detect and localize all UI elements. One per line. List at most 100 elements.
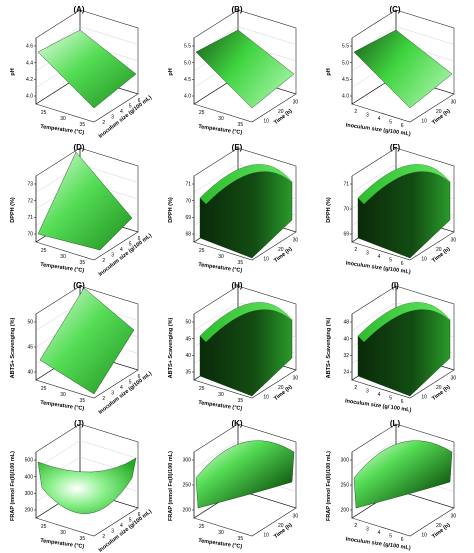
x-tick-label: 25 bbox=[41, 386, 47, 392]
panel-label: (B) bbox=[231, 5, 242, 14]
y-tick-label: 10 bbox=[421, 118, 427, 124]
z-tick-label: 45 bbox=[185, 336, 191, 342]
y-tick-label: 2 bbox=[102, 120, 105, 126]
x-tick-label: 25 bbox=[199, 110, 205, 116]
z-tick-label: 4.5 bbox=[184, 77, 191, 83]
y-tick-label: 20 bbox=[436, 109, 442, 115]
x-tick-label: 3 bbox=[366, 250, 369, 256]
x-tick-label: 4 bbox=[378, 116, 381, 122]
response-surface bbox=[195, 440, 295, 509]
z-tick-label: 200 bbox=[183, 508, 192, 514]
x-tick-label: 35 bbox=[238, 398, 244, 404]
z-tick-label: 50 bbox=[27, 320, 33, 326]
z-axis-title: ABTS+ Scavenging (%) bbox=[326, 318, 332, 379]
x-tick-label: 2 bbox=[354, 247, 357, 253]
y-tick-label: 20 bbox=[436, 247, 442, 253]
z-tick-label: 45 bbox=[27, 345, 33, 351]
x-tick-label: 6 bbox=[401, 261, 404, 267]
z-tick-label: 200 bbox=[341, 508, 350, 514]
z-axis-title: pH bbox=[168, 68, 174, 75]
x-axis-title: Temperature (°C) bbox=[198, 400, 243, 412]
panel-label: (K) bbox=[231, 419, 242, 428]
x-tick-label: 30 bbox=[60, 530, 66, 536]
z-axis-title: DPPH (%) bbox=[10, 197, 16, 223]
y-tick-label: 2 bbox=[102, 258, 105, 264]
panel-label: (C) bbox=[389, 5, 400, 14]
y-tick-label: 6 bbox=[138, 236, 141, 242]
x-tick-label: 30 bbox=[60, 392, 66, 398]
y-tick-label: 3 bbox=[111, 253, 114, 259]
y-tick-label: 30 bbox=[293, 238, 299, 244]
response-surface bbox=[357, 164, 451, 259]
surface-crest bbox=[200, 164, 298, 204]
z-tick-label: 250 bbox=[341, 483, 350, 489]
z-tick-label: 70 bbox=[27, 232, 33, 238]
panel-label: (L) bbox=[390, 419, 401, 428]
z-tick-label: 400 bbox=[25, 474, 34, 480]
y-axis-title: Inoculum size (g/100 mL) bbox=[98, 371, 153, 416]
z-tick-label: 300 bbox=[183, 458, 192, 464]
y-tick-label: 3 bbox=[111, 391, 114, 397]
z-tick-label: 4.4 bbox=[26, 60, 33, 66]
response-surface bbox=[37, 457, 137, 514]
z-tick-label: 5.5 bbox=[342, 44, 349, 50]
y-tick-label: 3 bbox=[111, 529, 114, 535]
y-tick-label: 3 bbox=[111, 115, 114, 121]
response-surface bbox=[199, 164, 293, 259]
z-axis-title: FRAP (mmol Fe(II)/100 mL) bbox=[326, 451, 332, 521]
y-tick-label: 20 bbox=[436, 523, 442, 529]
y-tick-label: 30 bbox=[451, 238, 457, 244]
response-surface bbox=[357, 302, 451, 397]
x-tick-label: 4 bbox=[378, 254, 381, 260]
z-tick-label: 4.5 bbox=[342, 77, 349, 83]
y-tick-label: 10 bbox=[421, 256, 427, 262]
y-tick-label: 5 bbox=[129, 103, 132, 109]
z-tick-label: 70 bbox=[185, 198, 191, 204]
response-surface bbox=[39, 287, 135, 395]
x-tick-label: 4 bbox=[378, 530, 381, 536]
z-tick-label: 40 bbox=[185, 353, 191, 359]
x-tick-label: 30 bbox=[60, 254, 66, 260]
x-tick-label: 3 bbox=[366, 388, 369, 394]
z-tick-label: 4.0 bbox=[184, 94, 191, 100]
z-tick-label: 300 bbox=[25, 491, 34, 497]
surface-crest bbox=[358, 302, 456, 342]
y-tick-label: 10 bbox=[421, 532, 427, 538]
panel-label: (I) bbox=[391, 281, 399, 290]
z-axis-title: pH bbox=[326, 68, 332, 75]
z-tick-label: 4.0 bbox=[26, 94, 33, 100]
x-axis-title: Temperature (°C) bbox=[40, 400, 85, 412]
x-tick-label: 6 bbox=[401, 537, 404, 543]
y-tick-label: 6 bbox=[138, 512, 141, 518]
z-axis-title: FRAP (mmol Fe(II)/100 mL) bbox=[168, 451, 174, 521]
z-tick-label: 5.0 bbox=[342, 60, 349, 66]
response-surface bbox=[37, 29, 137, 109]
x-axis-title: Temperature (°C) bbox=[40, 262, 85, 274]
x-tick-label: 30 bbox=[60, 116, 66, 122]
z-tick-label: 71 bbox=[185, 182, 191, 188]
z-tick-label: 5.0 bbox=[184, 60, 191, 66]
y-tick-label: 4 bbox=[120, 385, 123, 391]
response-surface bbox=[199, 302, 293, 397]
y-tick-label: 10 bbox=[263, 118, 269, 124]
x-axis-title: Temperature (°C) bbox=[198, 262, 243, 274]
x-tick-label: 30 bbox=[218, 392, 224, 398]
z-tick-label: 500 bbox=[25, 458, 34, 464]
z-tick-label: 71 bbox=[343, 182, 349, 188]
x-tick-label: 5 bbox=[389, 396, 392, 402]
y-tick-label: 5 bbox=[129, 517, 132, 523]
y-tick-label: 30 bbox=[293, 514, 299, 520]
z-tick-label: 71 bbox=[27, 215, 33, 221]
y-tick-label: 20 bbox=[278, 523, 284, 529]
x-tick-label: 2 bbox=[354, 385, 357, 391]
z-tick-label: 72 bbox=[27, 198, 33, 204]
z-tick-label: 69 bbox=[343, 232, 349, 238]
